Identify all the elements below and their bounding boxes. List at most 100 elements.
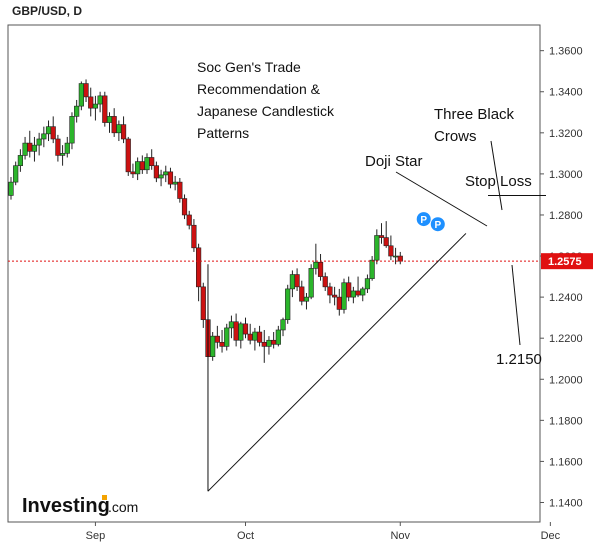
x-tick-label: Dec: [541, 530, 561, 542]
event-marker[interactable]: P: [416, 212, 431, 227]
candle: [55, 134, 61, 162]
candle: [102, 91, 108, 127]
candle-body: [233, 321, 239, 341]
event-marker[interactable]: P: [430, 217, 445, 232]
candle-body: [308, 268, 314, 298]
candle: [158, 169, 164, 187]
candle-body: [64, 142, 70, 154]
annotation-text: Stop Loss: [465, 173, 532, 190]
candle: [327, 282, 333, 304]
candle: [285, 284, 291, 324]
candle-body: [392, 255, 399, 258]
candle-body: [360, 288, 366, 296]
candle-body: [327, 286, 333, 296]
candle-body: [242, 323, 249, 335]
candle-body: [45, 126, 52, 135]
candle-body: [261, 341, 267, 347]
candle: [388, 235, 394, 261]
candle-body: [83, 83, 89, 98]
chart-title: GBP/USD, D: [12, 4, 83, 18]
candle: [214, 325, 220, 349]
candle-body: [285, 288, 291, 321]
candle-body: [163, 171, 169, 176]
candle-body: [120, 124, 127, 140]
candle-body: [219, 341, 225, 347]
candle-body: [374, 235, 380, 261]
candle: [242, 317, 249, 339]
candle-body: [364, 278, 371, 290]
candle-body: [139, 161, 145, 171]
candle-body: [266, 339, 272, 347]
candle-body: [111, 116, 117, 134]
y-tick-label: 1.2200: [549, 333, 583, 345]
candle-body: [299, 286, 305, 302]
candle: [59, 145, 66, 166]
candle: [41, 126, 47, 148]
annotation-text: Japanese Candlestick: [197, 103, 335, 119]
candle-body: [106, 116, 113, 123]
annotation-text: Doji Star: [365, 153, 423, 170]
candle-body: [13, 165, 19, 183]
candle: [64, 136, 70, 158]
annotation-text: Crows: [434, 128, 477, 145]
candle: [378, 223, 385, 244]
candle-body: [378, 235, 385, 238]
candle-body: [8, 181, 14, 196]
logo-accent: [102, 495, 107, 500]
candle-body: [252, 331, 258, 341]
candle-body: [336, 296, 342, 310]
candle: [332, 286, 338, 306]
candle-body: [238, 323, 244, 341]
candle: [322, 272, 328, 291]
candle-body: [388, 245, 394, 257]
candle: [83, 79, 89, 103]
candle-body: [196, 247, 202, 288]
candle-body: [177, 181, 183, 199]
candle-body: [350, 290, 356, 298]
candle: [369, 256, 375, 281]
y-tick-label: 1.3400: [549, 87, 583, 99]
candle-body: [22, 142, 28, 156]
candle-body: [55, 138, 61, 156]
candle: [50, 116, 56, 144]
candle-body: [332, 294, 338, 298]
candle-body: [256, 331, 263, 343]
candle-body: [224, 327, 230, 347]
candle: [186, 210, 192, 230]
candle-body: [200, 286, 206, 321]
annotation-text: Recommendation &: [197, 81, 321, 97]
candle-body: [313, 261, 319, 269]
trendline: [207, 233, 467, 492]
candle: [196, 243, 202, 302]
y-tick-label: 1.2400: [549, 292, 583, 304]
candle: [374, 229, 380, 265]
three-black-crows-pointer: [490, 140, 503, 211]
candle: [346, 276, 352, 302]
candle-body: [214, 335, 220, 343]
x-tick-label: Nov: [390, 530, 410, 542]
candle-body: [294, 274, 300, 288]
candle-body: [191, 224, 197, 249]
candle: [167, 167, 174, 189]
candle-body: [92, 103, 99, 109]
candle: [31, 136, 38, 162]
candle-body: [355, 290, 361, 296]
candle: [341, 278, 347, 314]
y-tick-label: 1.1600: [549, 456, 583, 468]
candle: [224, 323, 230, 351]
candle: [383, 221, 389, 248]
candle: [280, 317, 286, 337]
x-tick-label: Sep: [86, 530, 106, 542]
event-marker-circle: [430, 217, 445, 232]
candle-body: [27, 142, 33, 152]
candle: [256, 325, 263, 347]
candle: [303, 293, 310, 310]
candle: [299, 280, 305, 306]
candle: [360, 286, 366, 302]
candle-body: [88, 96, 94, 109]
candle-body: [247, 333, 253, 341]
candle-body: [228, 321, 235, 329]
candle: [69, 112, 75, 150]
